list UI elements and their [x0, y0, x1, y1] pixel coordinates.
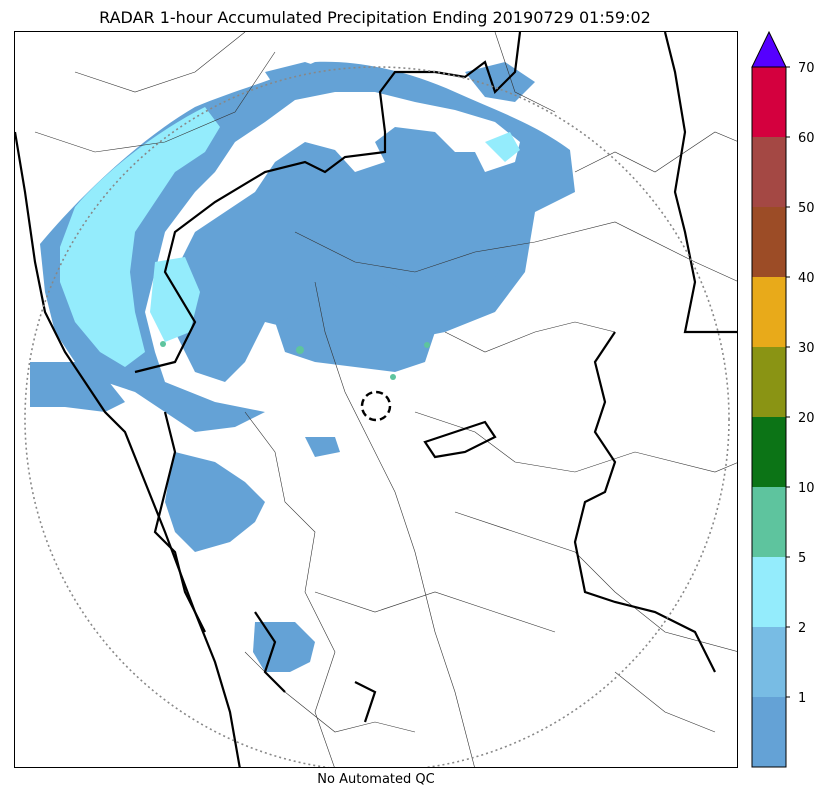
- precip-heavy-cell: [424, 342, 430, 348]
- colorbar-segment: [752, 487, 786, 557]
- south-inland-border: [354, 681, 377, 723]
- inland-border: [423, 420, 497, 459]
- precip-heavy-cell: [296, 346, 304, 354]
- state-border-west: [153, 411, 206, 633]
- state-border-kerala-karnataka: [134, 32, 522, 374]
- coastline: [15, 131, 241, 767]
- precip-moderate-layer: [60, 107, 520, 367]
- qc-note: No Automated QC: [317, 772, 435, 787]
- colorbar-segment: [752, 417, 786, 487]
- precip-cyan-band: [60, 107, 220, 367]
- precip-heavy-cell: [390, 374, 396, 380]
- colorbar: 1 2 5 10 20 30 40 50 60 70: [750, 30, 825, 770]
- precip-cell-2: [253, 622, 315, 672]
- precip-lobe-east: [355, 172, 515, 302]
- colorbar-label: 70: [798, 61, 815, 76]
- state-boundaries: [15, 32, 737, 767]
- colorbar-label: 1: [798, 691, 806, 706]
- state-border-east-2: [573, 331, 716, 673]
- colorbar-segment: [752, 137, 786, 207]
- colorbar-segment: [752, 697, 786, 767]
- colorbar-segment: [752, 557, 786, 627]
- precip-light-layer: [30, 61, 575, 672]
- precip-cell-5: [265, 62, 335, 102]
- colorbar-label: 30: [798, 341, 815, 356]
- precip-cyan-patch: [150, 257, 200, 342]
- colorbar-segment: [752, 347, 786, 417]
- colorbar-label: 60: [798, 131, 815, 146]
- chart-title: RADAR 1-hour Accumulated Precipitation E…: [99, 8, 651, 27]
- colorbar-label: 2: [798, 621, 806, 636]
- district-boundaries: [34, 32, 737, 767]
- colorbar-label: 50: [798, 201, 815, 216]
- colorbar-label: 40: [798, 271, 815, 286]
- colorbar-label: 20: [798, 411, 815, 426]
- colorbar-segment: [752, 627, 786, 697]
- colorbar-extend-arrow: [751, 30, 787, 68]
- colorbar-label: 5: [798, 551, 806, 566]
- precip-heavy-layer: [160, 341, 430, 380]
- precip-heavy-cell: [160, 341, 166, 347]
- precip-cell-3: [275, 302, 435, 372]
- radar-site-marker: [360, 390, 392, 422]
- state-border-south: [254, 611, 286, 693]
- colorbar-label: 10: [798, 481, 815, 496]
- precip-cell-6: [465, 62, 535, 102]
- radar-map: [14, 31, 738, 768]
- precip-cell-4: [305, 437, 340, 457]
- precip-cyan-spot: [485, 132, 520, 162]
- colorbar-segment: [752, 67, 786, 137]
- precip-cell-1: [165, 452, 265, 552]
- colorbar-segment: [752, 207, 786, 277]
- precip-west-band: [30, 362, 125, 412]
- state-border-east-1: [663, 32, 737, 334]
- colorbar-segment: [752, 277, 786, 347]
- radar-range-ring: [24, 66, 730, 767]
